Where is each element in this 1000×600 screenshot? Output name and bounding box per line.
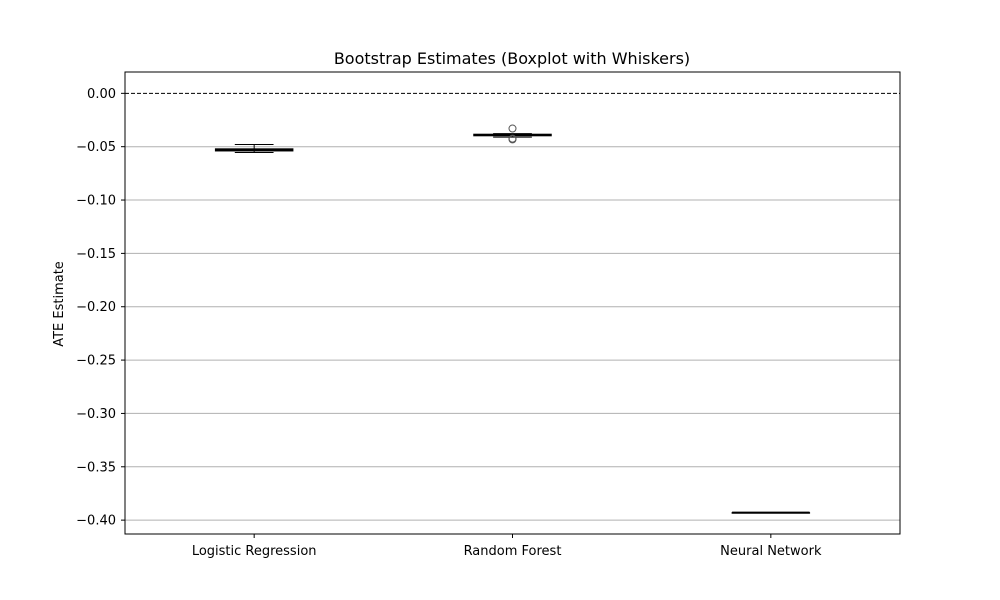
ticks-layer: 0.00 −0.05 −0.10 −0.15 −0.20 −0.25 −0.30 −0.35 −… <box>76 87 822 559</box>
outlier-point <box>508 124 517 133</box>
y-tick-label: −0.25 <box>76 354 116 369</box>
boxes-layer <box>214 124 811 514</box>
y-tick-label: −0.35 <box>76 460 116 475</box>
x-tick-label: Neural Network <box>720 544 822 559</box>
y-tick-label: −0.15 <box>76 247 116 262</box>
y-tick-label: −0.10 <box>76 194 116 209</box>
box-group <box>473 124 552 144</box>
y-tick-label: −0.05 <box>76 140 116 155</box>
outlier-point <box>508 135 517 144</box>
x-tick-label: Random Forest <box>464 544 562 559</box>
y-axis-label: ATE Estimate <box>52 261 67 347</box>
box-group <box>731 511 811 514</box>
y-tick-label: 0.00 <box>87 87 116 102</box>
y-tick-label: −0.20 <box>76 300 116 315</box>
y-tick-label: −0.30 <box>76 407 116 422</box>
gridlines <box>125 146 900 521</box>
x-tick-label: Logistic Regression <box>192 544 317 559</box>
chart-title: Bootstrap Estimates (Boxplot with Whiske… <box>334 49 690 68</box>
y-tick-label: −0.40 <box>76 514 116 529</box>
box-group <box>214 144 294 154</box>
plot-frame <box>124 71 901 535</box>
